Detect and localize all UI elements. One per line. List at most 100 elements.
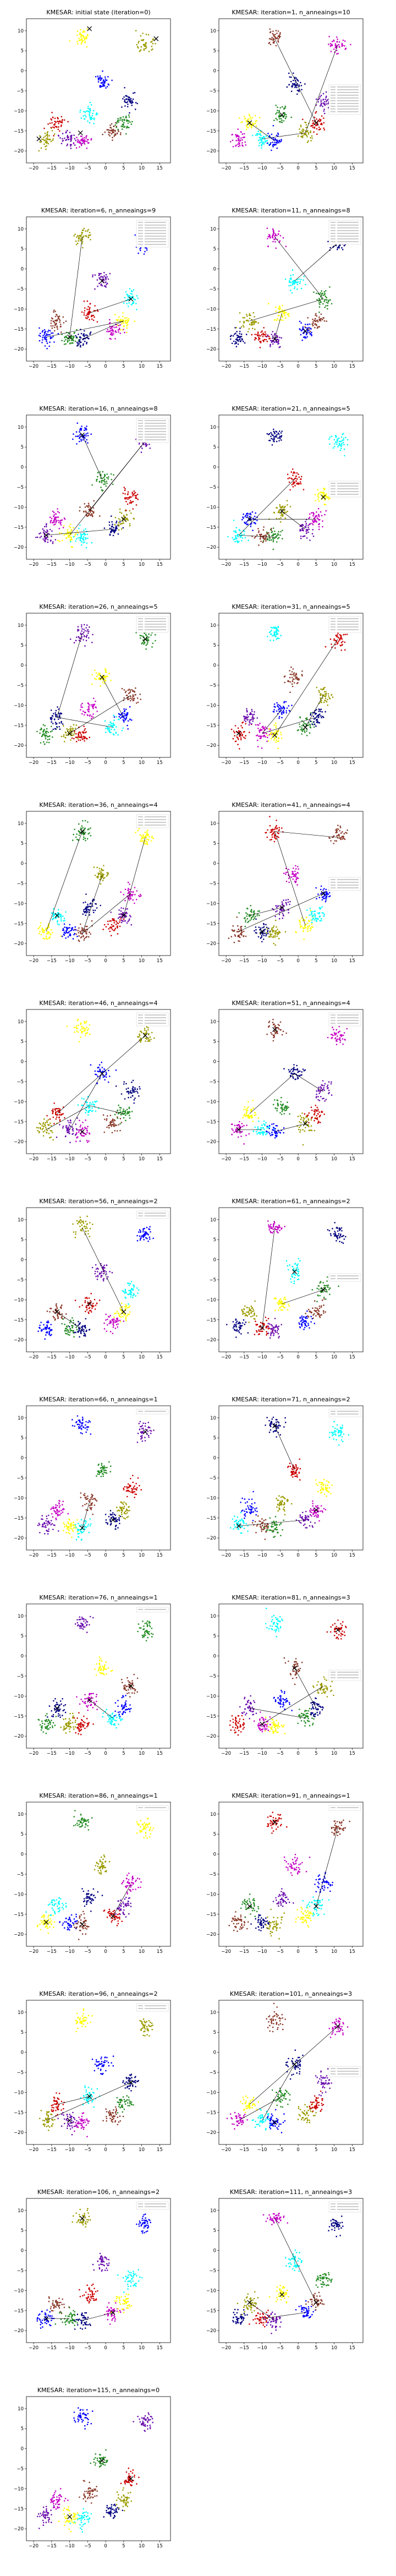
data-point	[80, 440, 82, 442]
data-point	[127, 503, 129, 505]
data-point	[296, 283, 299, 285]
data-point	[137, 297, 139, 299]
data-point	[46, 523, 47, 525]
data-point	[277, 132, 279, 134]
data-point	[80, 428, 82, 429]
data-point	[260, 141, 262, 143]
data-point	[272, 39, 274, 41]
data-point	[272, 32, 274, 35]
data-point	[90, 717, 92, 719]
data-point	[86, 230, 89, 232]
data-point	[132, 690, 134, 692]
data-point	[278, 510, 280, 512]
data-point	[249, 323, 251, 325]
data-point	[304, 526, 306, 528]
data-point	[85, 510, 87, 512]
data-point	[128, 892, 130, 894]
data-point	[136, 494, 139, 495]
data-point	[127, 319, 129, 321]
data-point	[112, 334, 113, 336]
data-point	[104, 131, 106, 133]
data-point	[294, 288, 295, 290]
data-point	[95, 678, 97, 680]
x-tick-label: −5	[277, 760, 284, 766]
data-point	[314, 494, 316, 496]
data-point	[65, 131, 67, 133]
data-point	[317, 489, 318, 491]
data-point	[125, 514, 128, 516]
data-point	[61, 143, 63, 145]
data-point	[300, 85, 302, 86]
data-point	[309, 513, 311, 515]
data-point	[81, 828, 82, 830]
data-point	[135, 504, 138, 506]
data-point	[291, 676, 293, 679]
data-point	[59, 326, 62, 328]
data-point	[329, 299, 331, 301]
data-point	[88, 142, 90, 144]
data-point	[106, 276, 108, 278]
data-point	[291, 683, 293, 685]
data-point	[281, 713, 283, 715]
annealing-path	[69, 237, 82, 337]
data-point	[240, 725, 242, 727]
data-point	[113, 125, 115, 127]
data-point	[272, 230, 274, 231]
y-tick-label: −15	[206, 525, 216, 531]
data-point	[48, 937, 50, 940]
data-point	[266, 140, 268, 141]
data-point	[59, 130, 61, 132]
data-point	[305, 723, 307, 725]
data-point	[305, 521, 306, 522]
data-point	[133, 494, 134, 495]
data-point	[272, 627, 273, 629]
data-point	[315, 725, 317, 727]
data-point	[326, 100, 328, 101]
data-point	[77, 626, 79, 627]
data-point	[278, 537, 280, 539]
data-point	[68, 534, 69, 537]
data-point	[105, 485, 107, 487]
data-point	[67, 529, 69, 531]
data-point	[49, 528, 51, 531]
data-point	[86, 912, 87, 914]
data-point	[306, 134, 307, 137]
data-point	[107, 282, 108, 285]
data-point	[72, 438, 74, 440]
data-point	[126, 317, 128, 319]
data-point	[246, 717, 249, 719]
data-point	[84, 41, 86, 43]
data-point	[63, 734, 65, 736]
data-point	[127, 296, 129, 298]
data-point	[256, 134, 258, 136]
data-point	[301, 670, 303, 672]
data-point	[58, 316, 59, 318]
data-point	[278, 340, 279, 342]
data-point	[40, 729, 41, 731]
data-point	[118, 331, 119, 333]
data-point	[315, 713, 317, 714]
data-point	[324, 307, 326, 308]
data-point	[338, 43, 340, 46]
data-point	[122, 128, 123, 130]
data-point	[259, 347, 261, 348]
data-point	[52, 541, 54, 543]
data-point	[113, 527, 114, 528]
data-point	[86, 542, 88, 544]
data-point	[104, 478, 106, 481]
data-point	[305, 524, 307, 526]
data-point	[39, 931, 41, 932]
data-point	[88, 111, 90, 113]
data-point	[321, 290, 322, 292]
x-tick-label: 0	[104, 364, 107, 369]
data-point	[92, 634, 94, 636]
data-point	[81, 929, 83, 931]
data-point	[46, 735, 47, 736]
data-point	[255, 337, 257, 340]
data-point	[292, 83, 294, 85]
data-point	[109, 272, 111, 275]
data-point	[326, 692, 327, 695]
data-point	[262, 537, 264, 538]
data-point	[58, 715, 61, 717]
data-point	[94, 305, 96, 307]
